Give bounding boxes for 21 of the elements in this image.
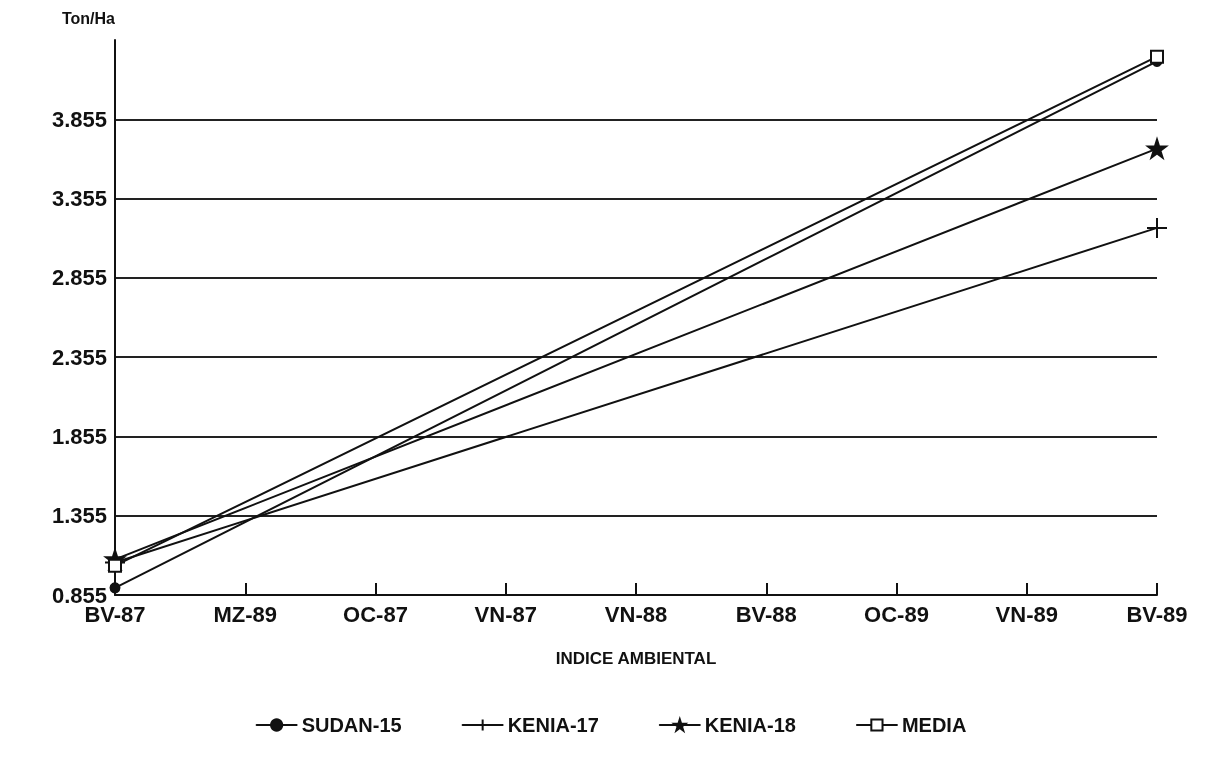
x-tick-label: BV-89	[1126, 601, 1188, 627]
y-tick-label: 2.355	[51, 344, 107, 370]
y-tick-label: 2.855	[51, 265, 107, 291]
x-tick-label: OC-87	[343, 601, 408, 627]
x-axis-title: INDICE AMBIENTAL	[555, 649, 717, 668]
y-tick-label: 3.855	[51, 106, 107, 132]
legend-label: KENIA-17	[507, 714, 599, 736]
x-tick-label: OC-89	[864, 601, 929, 627]
y-axis-title: Ton/Ha	[61, 9, 116, 27]
x-tick-label: VN-88	[604, 601, 668, 627]
x-tick-label: BV-88	[735, 601, 797, 627]
legend-label: MEDIA	[901, 714, 967, 736]
legend-label: SUDAN-15	[301, 714, 402, 736]
x-tick-label: MZ-89	[213, 601, 278, 627]
x-tick-label: VN-87	[474, 601, 537, 627]
x-tick-label: VN-89	[995, 601, 1058, 627]
y-tick-label: 1.355	[51, 503, 107, 529]
y-tick-label: 1.855	[51, 423, 107, 449]
y-tick-label: 3.355	[51, 186, 107, 212]
y-tick-label: 0.855	[51, 582, 107, 608]
legend-label: KENIA-18	[704, 714, 796, 736]
